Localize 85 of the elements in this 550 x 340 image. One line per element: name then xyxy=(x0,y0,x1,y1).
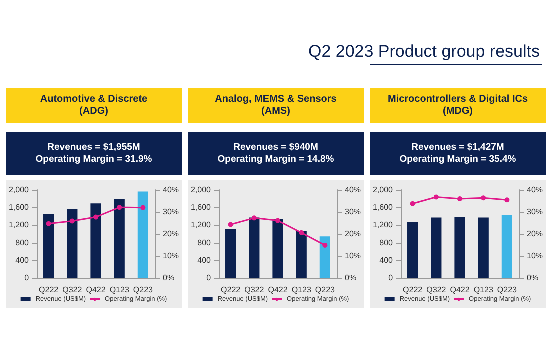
y2-tick-label: 10% xyxy=(526,252,544,260)
bar xyxy=(226,229,236,278)
y-tick-label: 800 xyxy=(16,238,30,248)
y2-tick-label: 10% xyxy=(344,252,362,260)
y2-tick-label: 40% xyxy=(344,186,362,194)
point xyxy=(70,218,75,224)
y-tick-label: 1,200 xyxy=(8,220,30,230)
x-tick-label: Q123 xyxy=(292,286,312,294)
y2-tick-label: 0% xyxy=(526,274,539,282)
bar xyxy=(114,199,125,278)
bar xyxy=(138,192,148,278)
x-tick-label: Q223 xyxy=(133,286,154,294)
bar xyxy=(272,219,284,278)
chart-title: Automotive & Discrete (ADG) xyxy=(6,88,182,123)
bar xyxy=(296,231,307,278)
y2-tick-label: 10% xyxy=(162,252,180,260)
bar xyxy=(408,222,418,278)
x-tick-label: Q123 xyxy=(474,286,494,294)
point xyxy=(434,194,439,200)
y-tick-label: 400 xyxy=(380,256,394,265)
x-tick-label: Q222 xyxy=(221,286,242,294)
y-tick-label: 2,000 xyxy=(190,186,212,194)
x-tick-label: Q322 xyxy=(244,286,265,294)
text: Q2 2023 Product group results xyxy=(308,42,540,62)
point xyxy=(94,214,99,220)
x-tick-label: Q322 xyxy=(426,286,447,294)
point xyxy=(117,205,122,210)
y2-tick-label: 20% xyxy=(162,230,180,238)
chart-subtitle: Revenues = $1,427M Operating Margin = 35.4% xyxy=(370,132,546,175)
y-tick-label: 800 xyxy=(380,238,394,248)
bar xyxy=(454,217,466,278)
bar xyxy=(249,218,260,278)
x-tick-label: Q223 xyxy=(497,286,518,294)
point xyxy=(322,242,328,248)
point xyxy=(228,222,234,228)
bar xyxy=(67,209,78,278)
y2-tick-label: 30% xyxy=(344,208,362,216)
x-tick-label: Q222 xyxy=(403,286,424,294)
y2-tick-label: 0% xyxy=(344,274,357,282)
chart-title: Analog, MEMS & Sensors (AMS) xyxy=(188,88,364,123)
y-tick-label: 1,200 xyxy=(190,220,212,230)
point xyxy=(410,201,416,206)
bar xyxy=(320,236,330,278)
y-tick-label: 1,200 xyxy=(372,220,394,230)
chart-title: Microcontrollers & Digital ICs (MDG) xyxy=(370,88,546,123)
y2-tick-label: 40% xyxy=(162,186,180,194)
point xyxy=(140,205,146,210)
y-tick-label: 2,000 xyxy=(372,186,394,194)
point xyxy=(276,218,281,224)
x-tick-label: Q422 xyxy=(268,286,288,294)
y-tick-label: 0 xyxy=(24,274,30,282)
x-tick-label: Q322 xyxy=(62,286,83,294)
y2-tick-label: 20% xyxy=(344,230,362,238)
point xyxy=(458,196,463,202)
bar xyxy=(502,215,512,278)
y-tick-label: 1,600 xyxy=(372,203,394,212)
chart-subtitle: Revenues = $1,955M Operating Margin = 31.9% xyxy=(6,132,182,175)
y2-tick-label: 30% xyxy=(162,208,180,216)
y-tick-label: 1,600 xyxy=(8,203,30,212)
point xyxy=(481,196,486,201)
point xyxy=(46,221,52,226)
bar xyxy=(44,214,54,278)
x-tick-label: Q222 xyxy=(39,286,60,294)
point xyxy=(299,230,304,236)
bar xyxy=(90,204,102,278)
y2-tick-label: 40% xyxy=(526,186,544,194)
x-tick-label: Q123 xyxy=(110,286,130,294)
point xyxy=(504,198,510,203)
y-tick-label: 1,600 xyxy=(190,203,212,212)
bar xyxy=(431,218,442,278)
y-tick-label: 0 xyxy=(206,274,212,282)
x-tick-label: Q223 xyxy=(315,286,336,294)
y-tick-label: 400 xyxy=(198,256,212,265)
y2-tick-label: 0% xyxy=(162,274,175,282)
y2-tick-label: 20% xyxy=(526,230,544,238)
y-tick-label: 2,000 xyxy=(8,186,30,194)
bar xyxy=(478,218,489,278)
y-tick-label: 400 xyxy=(16,256,30,265)
point xyxy=(252,216,257,221)
chart-subtitle: Revenues = $940M Operating Margin = 14.8% xyxy=(188,132,364,175)
y-tick-label: 0 xyxy=(388,274,394,282)
y2-tick-label: 30% xyxy=(526,208,544,216)
y-tick-label: 800 xyxy=(198,238,212,248)
x-tick-label: Q422 xyxy=(450,286,470,294)
x-tick-label: Q422 xyxy=(86,286,106,294)
